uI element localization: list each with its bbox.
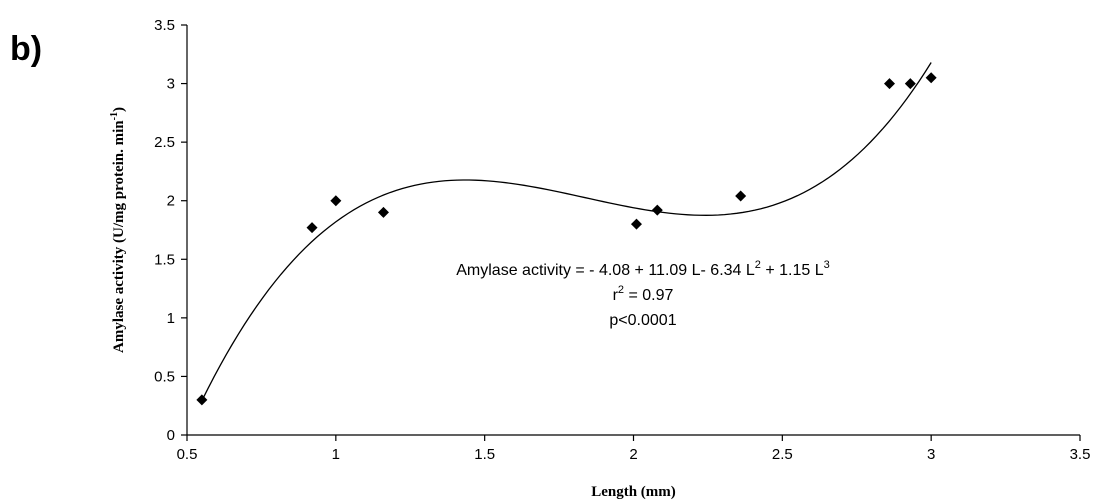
fit-curve — [201, 62, 932, 401]
p-value-annotation: p<0.0001 — [609, 312, 676, 329]
equation-annotation: Amylase activity = - 4.08 + 11.09 L- 6.3… — [456, 259, 830, 279]
y-axis-title-sup: -1 — [109, 112, 120, 120]
equation-text: Amylase activity = - 4.08 + 11.09 L- 6.3… — [456, 262, 755, 279]
data-point — [925, 72, 937, 84]
x-tick-label: 2 — [629, 446, 637, 463]
x-tick-label: 2.5 — [772, 446, 793, 463]
y-tick-label: 0 — [167, 427, 175, 444]
x-ticks: 0.5 1 1.5 2 2.5 3 3.5 — [177, 435, 1091, 463]
data-point — [196, 394, 208, 406]
data-point — [904, 78, 916, 90]
x-tick-label: 0.5 — [177, 446, 198, 463]
x-axis-title: Length (mm) — [591, 484, 676, 500]
y-axis-title: Amylase activity (U/mg protein. min-1) — [109, 107, 127, 353]
y-tick-label: 1 — [167, 310, 175, 327]
data-point — [306, 222, 318, 234]
panel-label: b) — [10, 30, 43, 68]
y-tick-label: 3.5 — [154, 17, 175, 34]
axes — [186, 25, 1080, 436]
y-axis-title-main: Amylase activity (U/mg protein. min — [111, 120, 127, 353]
x-tick-label: 3 — [927, 446, 935, 463]
y-ticks: 0 0.5 1 1.5 2 2.5 3 3.5 — [154, 17, 187, 444]
equation-sup-2: 2 — [755, 259, 761, 271]
r2-r: r — [613, 287, 619, 304]
data-point — [735, 190, 747, 202]
y-tick-label: 1.5 — [154, 251, 175, 268]
y-tick-label: 0.5 — [154, 368, 175, 385]
r2-annotation: r2 = 0.97 — [613, 284, 674, 304]
y-tick-label: 2.5 — [154, 134, 175, 151]
x-tick-label: 1 — [332, 446, 340, 463]
y-axis-title-close: ) — [111, 107, 127, 112]
equation-mid: + 1.15 L — [761, 262, 824, 279]
x-tick-label: 1.5 — [474, 446, 495, 463]
data-point — [330, 195, 342, 207]
y-tick-label: 2 — [167, 193, 175, 210]
r2-value: = 0.97 — [624, 287, 673, 304]
r2-sup: 2 — [618, 284, 624, 296]
data-points — [196, 72, 937, 406]
data-point — [651, 204, 663, 216]
y-tick-label: 3 — [167, 76, 175, 93]
x-tick-label: 3.5 — [1070, 446, 1091, 463]
data-point — [377, 206, 389, 218]
data-point — [630, 218, 642, 230]
equation-sup-3: 3 — [824, 259, 830, 271]
data-point — [883, 78, 895, 90]
